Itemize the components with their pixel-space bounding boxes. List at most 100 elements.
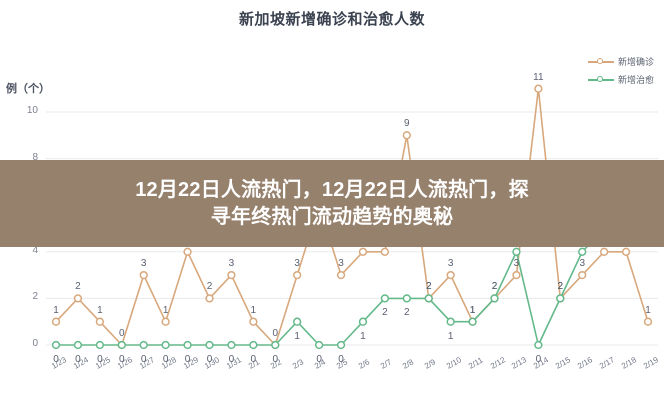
data-point-label: 0 <box>206 354 213 365</box>
data-point[interactable] <box>358 247 368 256</box>
data-point-label: 0 <box>184 354 191 365</box>
data-point[interactable] <box>183 247 192 256</box>
data-point-label: 2 <box>491 281 498 293</box>
data-point[interactable] <box>249 317 258 326</box>
series-line-recovered <box>56 227 648 346</box>
y-tick-label: 2 <box>32 291 38 303</box>
data-point[interactable] <box>490 294 499 303</box>
data-point[interactable] <box>51 317 61 326</box>
data-point[interactable] <box>205 340 214 350</box>
data-point-label: 3 <box>294 258 300 270</box>
data-point-label: 0 <box>316 354 322 365</box>
y-tick-label: 4 <box>32 244 38 256</box>
data-point-label: 1 <box>250 304 257 316</box>
data-point-label: 0 <box>272 354 279 365</box>
overlay-banner: 12月22日人流热门，12月22日人流热门，探 寻年终热门流动趋势的奥秘 <box>0 160 664 247</box>
data-point-label: 1 <box>294 330 300 342</box>
data-point-label: 3 <box>447 258 454 270</box>
legend-label-confirmed: 新增确诊 <box>617 57 654 67</box>
data-point[interactable] <box>227 340 236 350</box>
data-point[interactable] <box>578 270 587 280</box>
data-point[interactable] <box>402 131 411 140</box>
data-point[interactable] <box>643 317 653 326</box>
data-point-label: 1 <box>645 304 651 316</box>
data-point-label: 0 <box>338 354 344 365</box>
y-tick-label: 0 <box>32 338 38 349</box>
data-point-label: 0 <box>250 354 257 365</box>
legend-item-confirmed[interactable]: 新增确诊 <box>587 55 654 68</box>
data-point-label: 2 <box>557 281 564 293</box>
data-point-label: 1 <box>162 304 169 316</box>
data-point-label: 1 <box>53 304 59 316</box>
data-point[interactable] <box>424 294 433 303</box>
data-point-label: 3 <box>338 258 344 270</box>
data-point[interactable] <box>73 294 83 303</box>
data-point-label: 3 <box>228 258 235 270</box>
data-point[interactable] <box>556 294 565 303</box>
data-point[interactable] <box>512 270 521 280</box>
data-point-label: 1 <box>97 304 103 316</box>
data-point[interactable] <box>183 340 192 350</box>
data-point-label: 0 <box>53 354 59 365</box>
data-point[interactable] <box>249 340 258 350</box>
data-point-label: 3 <box>579 258 585 270</box>
data-point-label: 2 <box>557 281 564 293</box>
data-point[interactable] <box>73 340 83 350</box>
chart-legend: 新增确诊 新增治愈 <box>587 55 654 86</box>
data-point-label: 9 <box>404 118 410 130</box>
data-point[interactable] <box>51 340 61 350</box>
data-point[interactable] <box>599 247 609 256</box>
data-point-label: 2 <box>425 281 432 293</box>
data-point[interactable] <box>380 294 390 303</box>
data-point[interactable] <box>446 270 455 280</box>
legend-label-recovered: 新增治愈 <box>617 75 654 85</box>
data-point[interactable] <box>161 340 170 350</box>
data-point-label: 2 <box>382 307 388 319</box>
data-point-label: 0 <box>162 354 169 365</box>
data-point[interactable] <box>578 247 587 256</box>
y-tick-label: 10 <box>26 105 38 116</box>
data-point[interactable] <box>402 294 411 303</box>
data-point[interactable] <box>512 247 521 256</box>
data-point[interactable] <box>161 317 170 326</box>
data-point[interactable] <box>293 317 302 326</box>
data-point[interactable] <box>139 270 148 280</box>
data-point[interactable] <box>621 247 631 256</box>
data-point[interactable] <box>95 317 105 326</box>
data-point-label: 1 <box>469 304 476 316</box>
data-point-label: 0 <box>228 354 235 365</box>
data-point[interactable] <box>95 340 105 350</box>
data-point[interactable] <box>293 270 302 280</box>
data-point-label: 11 <box>533 71 544 83</box>
data-point-label: 2 <box>75 281 81 293</box>
data-point[interactable] <box>271 340 280 350</box>
legend-item-recovered[interactable]: 新增治愈 <box>587 73 654 86</box>
data-point[interactable] <box>468 317 477 326</box>
y-tick-label: 8 <box>32 151 38 163</box>
data-point[interactable] <box>336 270 346 280</box>
data-point-label: 2 <box>404 307 410 319</box>
data-point[interactable] <box>446 317 455 326</box>
data-point[interactable] <box>314 340 324 350</box>
data-point-label: 1 <box>360 330 366 342</box>
data-point[interactable] <box>117 340 126 350</box>
data-point-label: 3 <box>140 258 147 270</box>
data-point[interactable] <box>534 340 543 350</box>
data-point[interactable] <box>139 340 148 350</box>
data-point[interactable] <box>380 247 390 256</box>
data-point[interactable] <box>358 317 368 326</box>
data-point-label: 0 <box>75 354 81 365</box>
data-point-label: 2 <box>491 281 498 293</box>
data-point-label: 3 <box>513 258 520 270</box>
page-title: 新加坡新增确诊和治愈人数 <box>238 11 425 28</box>
data-point-label: 0 <box>118 328 125 339</box>
data-point[interactable] <box>336 340 346 350</box>
data-point[interactable] <box>534 84 543 93</box>
data-point-label: 0 <box>97 354 103 365</box>
data-point-label: 2 <box>206 281 213 293</box>
data-point[interactable] <box>205 294 214 303</box>
data-point-label: 0 <box>140 354 147 365</box>
data-point[interactable] <box>227 270 236 280</box>
data-point-label: 1 <box>469 304 476 316</box>
